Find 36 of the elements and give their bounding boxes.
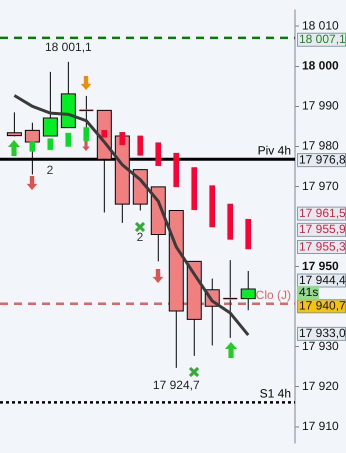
text: 17 961,5: [299, 206, 346, 220]
ref-line-label: S1 4h: [260, 386, 291, 401]
bar: [191, 167, 198, 210]
y-tick-label: 17 930: [302, 338, 340, 353]
text: 17 940,7: [299, 298, 346, 313]
bar: [66, 132, 72, 147]
y-tick-label: 17 980: [302, 138, 340, 153]
bar: [209, 185, 216, 228]
annotation: 17 924,7: [152, 378, 200, 392]
bar: [227, 204, 234, 240]
bar: [48, 138, 54, 150]
bar: [155, 142, 162, 166]
annotation: 2: [46, 162, 54, 177]
y-tick-label: 17 910: [302, 419, 340, 434]
text: 18 007,1: [299, 32, 346, 46]
ref-line-label: Piv 4h: [258, 144, 291, 158]
y-tick-label: 18 010: [302, 18, 340, 33]
y-tick-label: 17 990: [302, 98, 340, 113]
ref-line-label: Clo (J): [256, 288, 291, 302]
text: 17 933,0: [299, 326, 346, 340]
text: 17 955,3: [299, 239, 346, 254]
bar: [119, 132, 126, 146]
bar: [137, 136, 144, 156]
annotation: 2: [136, 230, 144, 244]
text: 41s: [299, 285, 318, 300]
y-tick-label: 18 000: [302, 58, 340, 73]
bar: [173, 152, 180, 188]
annotation: 18 001,1: [44, 40, 92, 54]
y-tick-label: 17 950: [302, 258, 340, 273]
bar: [102, 130, 108, 138]
bar: [245, 218, 252, 250]
text: 17 955,9: [299, 222, 346, 236]
text: 17 976,8: [299, 152, 346, 166]
y-tick-label: 17 970: [302, 178, 340, 193]
text: 17 944,4: [299, 272, 346, 287]
y-tick-label: 17 920: [302, 379, 340, 394]
